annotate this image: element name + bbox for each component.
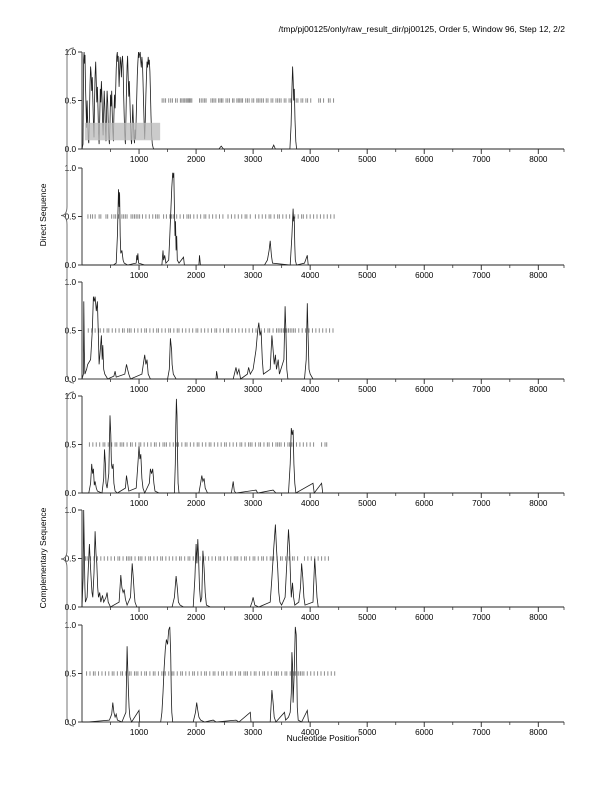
x-tick-label: 8000 bbox=[529, 271, 548, 280]
y-tick-label: 0.0 bbox=[65, 145, 77, 154]
x-tick-label: 8000 bbox=[529, 499, 548, 508]
x-tick-label: 8000 bbox=[529, 613, 548, 622]
x-tick-label: 2000 bbox=[187, 155, 206, 164]
x-tick-label: 4000 bbox=[301, 385, 320, 394]
y-tick-label: 1.0 bbox=[65, 506, 77, 515]
x-tick-label: 3000 bbox=[244, 155, 263, 164]
x-tick-label: 5000 bbox=[358, 728, 377, 737]
x-tick-label: 2000 bbox=[187, 613, 206, 622]
x-tick-label: 6000 bbox=[415, 499, 434, 508]
x-tick-label: 1000 bbox=[130, 271, 149, 280]
x-tick-label: 2000 bbox=[187, 728, 206, 737]
y-tick-label: 1.0 bbox=[65, 392, 77, 401]
x-tick-label: 2000 bbox=[187, 385, 206, 394]
x-tick-label: 4000 bbox=[301, 499, 320, 508]
plot-title: /tmp/pj00125/only/raw_result_dir/pj00125… bbox=[278, 24, 565, 34]
signal-trace bbox=[81, 296, 564, 380]
x-tick-label: 6000 bbox=[415, 271, 434, 280]
highlight-band bbox=[84, 122, 161, 141]
x-tick-label: 5000 bbox=[358, 155, 377, 164]
y-tick-label: 0.0 bbox=[65, 603, 77, 612]
direct-sequence-label: Direct Sequence bbox=[38, 183, 48, 247]
y-tick-label: 1.0 bbox=[65, 48, 77, 57]
y-tick-label: 0.5 bbox=[65, 213, 77, 222]
y-tick-label: 0.5 bbox=[65, 441, 77, 450]
x-tick-label: 1000 bbox=[130, 499, 149, 508]
x-tick-label: 1000 bbox=[130, 155, 149, 164]
x-tick-label: 8000 bbox=[529, 155, 548, 164]
y-tick-label: 0.0 bbox=[65, 375, 77, 384]
signal-trace bbox=[82, 626, 564, 723]
x-tick-label: 6000 bbox=[415, 385, 434, 394]
x-tick-label: 6000 bbox=[415, 155, 434, 164]
y-tick-label: 1.0 bbox=[65, 278, 77, 287]
y-tick-label: 0.0 bbox=[65, 261, 77, 270]
panel-direct-1: 0.0 0.5 1.0 1000 2000 3000 4000 5000 6000 7000 800… bbox=[65, 48, 565, 164]
x-axis-title: Nucleotide Position bbox=[286, 733, 360, 743]
x-tick-label: 5000 bbox=[358, 613, 377, 622]
x-tick-label: 4000 bbox=[301, 271, 320, 280]
complementary-sequence-brace bbox=[60, 391, 75, 727]
x-tick-label: 3000 bbox=[244, 728, 263, 737]
x-tick-label: 8000 bbox=[529, 728, 548, 737]
panel-complementary-1: 0.0 0.5 1.0 1000 2000 3000 4000 5000 6000 7000 800… bbox=[65, 392, 565, 508]
signal-trace bbox=[81, 51, 564, 150]
x-tick-label: 5000 bbox=[358, 385, 377, 394]
y-tick-label: 0.0 bbox=[65, 718, 77, 727]
panel-direct-3: 0.0 0.5 1.0 1000 2000 3000 4000 5000 6000 7000 800… bbox=[65, 278, 565, 394]
x-tick-label: 3000 bbox=[244, 499, 263, 508]
x-tick-label: 1000 bbox=[130, 385, 149, 394]
x-tick-label: 4000 bbox=[301, 613, 320, 622]
x-tick-label: 2000 bbox=[187, 499, 206, 508]
signal-trace bbox=[82, 172, 564, 266]
x-tick-label: 1000 bbox=[130, 728, 149, 737]
signal-trace bbox=[81, 509, 564, 608]
y-tick-label: 0.5 bbox=[65, 555, 77, 564]
x-tick-label: 7000 bbox=[472, 499, 491, 508]
direct-sequence-brace bbox=[60, 47, 75, 384]
x-tick-label: 5000 bbox=[358, 499, 377, 508]
y-tick-label: 0.5 bbox=[65, 327, 77, 336]
x-tick-label: 3000 bbox=[244, 613, 263, 622]
x-tick-label: 4000 bbox=[301, 728, 320, 737]
x-tick-label: 8000 bbox=[529, 385, 548, 394]
x-tick-label: 7000 bbox=[472, 728, 491, 737]
y-tick-label: 0.0 bbox=[65, 489, 77, 498]
x-tick-label: 2000 bbox=[187, 271, 206, 280]
x-tick-label: 4000 bbox=[301, 155, 320, 164]
signal-trace bbox=[82, 398, 564, 495]
panel-direct-2: 0.0 0.5 1.0 1000 2000 3000 4000 5000 6000 7000 800… bbox=[65, 164, 565, 280]
panel-complementary-2: 0.0 0.5 1.0 1000 2000 3000 4000 5000 6000 7000 800… bbox=[65, 506, 565, 622]
y-tick-label: 1.0 bbox=[65, 621, 77, 630]
x-tick-label: 6000 bbox=[415, 613, 434, 622]
x-tick-label: 7000 bbox=[472, 613, 491, 622]
x-tick-label: 6000 bbox=[415, 728, 434, 737]
x-tick-label: 7000 bbox=[472, 155, 491, 164]
y-tick-label: 0.5 bbox=[65, 670, 77, 679]
x-tick-label: 1000 bbox=[130, 613, 149, 622]
x-tick-label: 3000 bbox=[244, 385, 263, 394]
x-tick-label: 7000 bbox=[472, 271, 491, 280]
y-tick-label: 0.5 bbox=[65, 97, 77, 106]
x-tick-label: 7000 bbox=[472, 385, 491, 394]
x-tick-label: 5000 bbox=[358, 271, 377, 280]
complementary-sequence-label: Complementary Sequence bbox=[38, 507, 48, 609]
y-tick-label: 1.0 bbox=[65, 164, 77, 173]
x-tick-label: 3000 bbox=[244, 271, 263, 280]
panel-complementary-3: 0.0 0.5 1.0 1000 2000 3000 4000 5000 6000 7000 800… bbox=[65, 621, 565, 737]
